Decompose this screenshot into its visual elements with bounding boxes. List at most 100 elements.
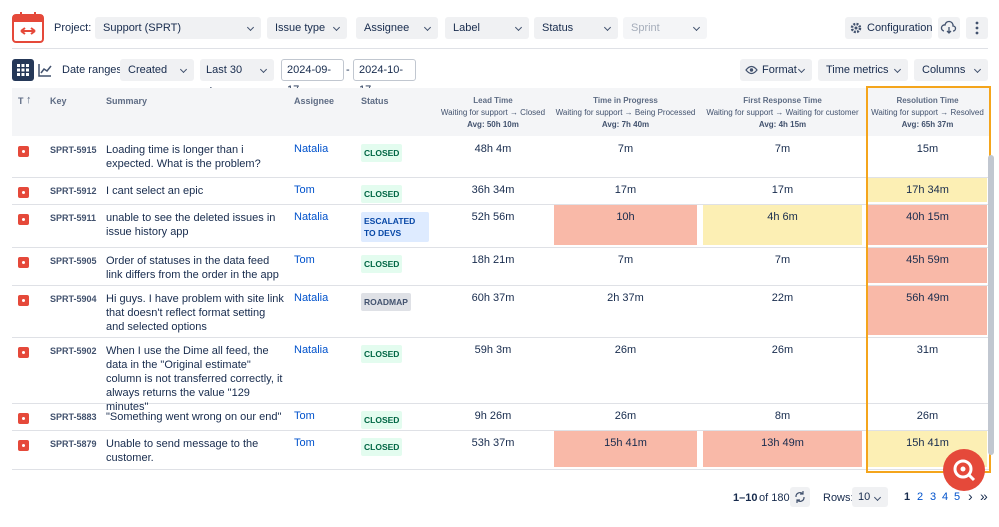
more-button[interactable]: [966, 17, 988, 39]
table-row[interactable]: SPRT-5904 Hi guys. I have problem with si…: [12, 285, 990, 338]
metric-cell: 26m: [865, 404, 990, 428]
page-link[interactable]: 2: [917, 491, 924, 503]
issue-summary: Unable to send message to the customer.: [106, 438, 259, 464]
date-separator: -: [346, 64, 350, 76]
start-date[interactable]: 2024-09-17: [281, 59, 344, 96]
metric-header[interactable]: Time in Progress Waiting for support → Be…: [551, 88, 700, 136]
column-header[interactable]: Key: [44, 88, 100, 136]
table-row[interactable]: SPRT-5902 When I use the Dime all feed, t…: [12, 337, 990, 413]
filter-select[interactable]: Assignee: [356, 17, 438, 39]
page-range: 1–10: [733, 492, 758, 504]
metric-title: First Response Time: [743, 96, 822, 105]
format-button[interactable]: Format: [740, 59, 812, 81]
bug-icon: [18, 187, 29, 198]
metric-cell: 7m: [700, 137, 865, 175]
status-cell: CLOSED: [361, 337, 435, 403]
page-link[interactable]: 1: [904, 491, 911, 503]
issue-key[interactable]: SPRT-5911: [50, 213, 97, 223]
assignee[interactable]: Tom: [294, 184, 315, 196]
bug-icon: [18, 440, 29, 451]
cloud-button[interactable]: [938, 17, 960, 39]
filter-select[interactable]: Issue type: [267, 17, 347, 39]
table-view-button[interactable]: [12, 59, 34, 81]
status-lozenge: CLOSED: [361, 345, 403, 363]
issue-key[interactable]: SPRT-5902: [50, 346, 97, 356]
filter-select[interactable]: Sprint: [623, 17, 707, 39]
issue-type-icon: [12, 136, 44, 177]
period-select[interactable]: Last 30 days: [200, 59, 274, 98]
header-text: Summary: [106, 96, 148, 106]
status-lozenge: CLOSED: [361, 438, 403, 456]
issue-key[interactable]: SPRT-5883: [50, 412, 97, 422]
table-row[interactable]: SPRT-5883 "Something went wrong on our en…: [12, 403, 990, 431]
column-header[interactable]: Summary: [100, 88, 288, 136]
page-link[interactable]: 5: [954, 491, 961, 503]
issue-key[interactable]: SPRT-5915: [50, 145, 97, 155]
rows-select[interactable]: 10: [852, 487, 888, 507]
issue-key[interactable]: SPRT-5912: [50, 186, 97, 196]
metric-cell: 48h 4m: [435, 137, 551, 175]
header-text: Key: [50, 96, 67, 106]
metric-title: Resolution Time: [896, 96, 959, 105]
project-select[interactable]: Support (SPRT): [95, 17, 261, 39]
header-text: Assignee: [294, 96, 335, 106]
metric-header[interactable]: First Response Time Waiting for support →…: [700, 88, 865, 136]
metric-subtitle: Waiting for support → Being Processed: [555, 108, 696, 117]
configuration-button[interactable]: Configuration: [845, 17, 932, 39]
assignee[interactable]: Natalia: [294, 292, 329, 304]
assignee[interactable]: Natalia: [294, 143, 329, 155]
assignee[interactable]: Tom: [294, 410, 315, 422]
table-row[interactable]: SPRT-5905 Order of statuses in the data f…: [12, 247, 990, 286]
filter-select[interactable]: Status: [534, 17, 618, 39]
metric-cell: 17m: [700, 178, 865, 202]
chart-view-button[interactable]: [37, 62, 53, 78]
page-link[interactable]: 3: [930, 491, 937, 503]
metric-average: Avg: 65h 37m: [901, 120, 954, 129]
status-lozenge: CLOSED: [361, 411, 403, 429]
next-page[interactable]: ›: [968, 488, 973, 504]
issue-key[interactable]: SPRT-5879: [50, 439, 97, 449]
columns-button[interactable]: Columns: [914, 59, 988, 81]
app-logo: [12, 12, 44, 43]
column-header[interactable]: Assignee: [288, 88, 355, 136]
issue-type-icon: [12, 177, 44, 204]
last-page[interactable]: »: [980, 488, 988, 504]
status-lozenge: ROADMAP: [361, 293, 411, 311]
refresh-button[interactable]: [790, 487, 810, 507]
page-link[interactable]: 4: [942, 491, 949, 503]
date-field-select[interactable]: Created: [120, 59, 194, 81]
metric-cell: 26m: [700, 338, 865, 401]
time-metrics-button[interactable]: Time metrics: [818, 59, 908, 81]
bug-icon: [18, 413, 29, 424]
help-button[interactable]: [942, 448, 986, 492]
table-row[interactable]: SPRT-5879 Unable to send message to the c…: [12, 430, 990, 470]
metric-cell: 13h 49m: [700, 431, 865, 467]
issue-type-icon: [12, 285, 44, 337]
status-cell: CLOSED: [361, 403, 435, 430]
metric-header[interactable]: Resolution Time Waiting for support → Res…: [865, 88, 990, 136]
filter-select[interactable]: Label: [445, 17, 529, 39]
assignee[interactable]: Natalia: [294, 211, 329, 223]
issue-key[interactable]: SPRT-5904: [50, 294, 97, 304]
table-row[interactable]: SPRT-5915 Loading time is longer than i e…: [12, 136, 990, 178]
status-cell: CLOSED: [361, 177, 435, 204]
assignee[interactable]: Natalia: [294, 344, 329, 356]
issue-summary: Order of statuses in the data feed link …: [106, 255, 279, 281]
column-header[interactable]: T ↑: [12, 88, 44, 136]
metric-cell: 8m: [700, 404, 865, 428]
metric-title: Lead Time: [473, 96, 513, 105]
issue-key[interactable]: SPRT-5905: [50, 256, 97, 266]
metric-header[interactable]: Lead Time Waiting for support → Closed Avg…: [435, 88, 551, 136]
metric-cell: 15m: [865, 137, 990, 175]
status-lozenge: CLOSED: [361, 185, 403, 203]
metric-cell: 36h 34m: [435, 178, 551, 202]
column-header[interactable]: Status: [355, 88, 435, 136]
assignee[interactable]: Tom: [294, 254, 315, 266]
table-row[interactable]: SPRT-5911 unable to see the deleted issue…: [12, 204, 990, 248]
assignee[interactable]: Tom: [294, 437, 315, 449]
table-row[interactable]: SPRT-5912 I cant select an epic Tom CLOSED 3…: [12, 177, 990, 205]
end-date[interactable]: 2024-10-17: [353, 59, 416, 96]
metric-cell: 7m: [551, 248, 700, 283]
